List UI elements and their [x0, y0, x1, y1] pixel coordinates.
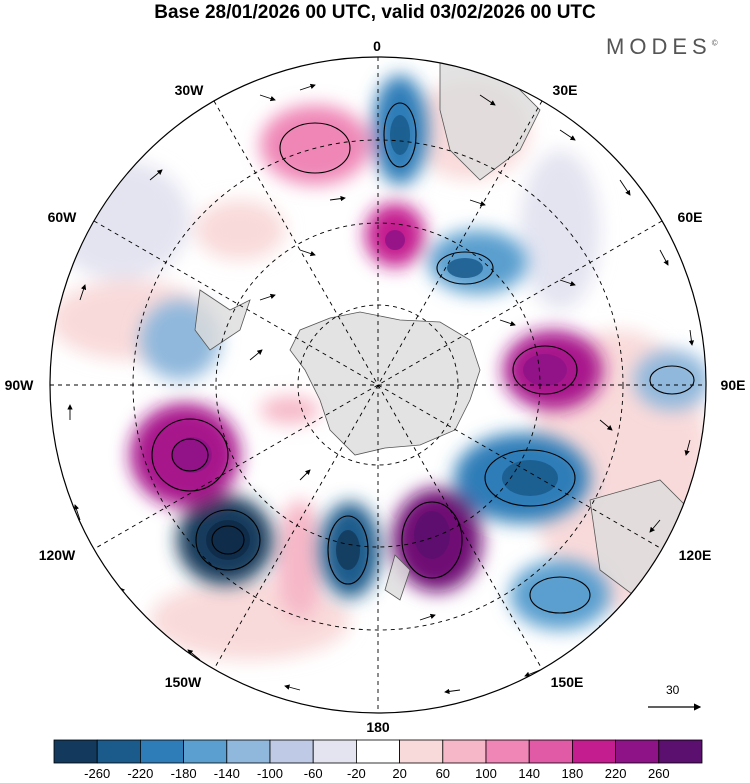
wind-vectors [67, 83, 695, 695]
colorbar-swatch [312, 739, 357, 764]
colorbar-swatch [183, 739, 228, 764]
colorbar-tick-label: -100 [256, 766, 284, 781]
colorbar-tick-label: 60 [435, 766, 451, 781]
anomaly-positive-top-left [260, 105, 370, 185]
label-lon-0: 0 [373, 38, 381, 54]
colorbar-swatch [355, 739, 400, 764]
label-lon-60e: 60E [678, 209, 703, 225]
colorbar-tick-label: 100 [475, 766, 497, 781]
colorbar-swatch [139, 739, 184, 764]
anomaly-negative-bottom-right [510, 560, 610, 630]
modes-logo: MODES© [606, 34, 718, 60]
south-america [194, 289, 251, 351]
antarctica [289, 311, 481, 456]
colorbar-swatch [226, 739, 271, 764]
label-lon-30e: 30E [553, 82, 578, 98]
colorbar-tick-label: 260 [647, 766, 670, 781]
new-zealand [384, 554, 411, 601]
label-lon-150w: 150W [165, 674, 202, 690]
map-disc [50, 57, 706, 713]
colorbar-labels: -260 -220 -180 -140 -100 -60 -20 20 60 100 140 180 2… [0, 766, 750, 783]
colorbar-tick-label: -20 [346, 766, 366, 781]
colorbar-swatch [528, 739, 573, 764]
map-title: Base 28/01/2026 00 UTC, valid 03/02/2026… [154, 2, 596, 23]
colorbar-tick-label: -180 [170, 766, 197, 781]
colorbar-swatch [96, 739, 141, 764]
colorbar-tick-label: -260 [84, 766, 111, 781]
brand-name: MODES [606, 34, 712, 59]
streamlines [151, 102, 695, 614]
land-masses [194, 59, 701, 601]
colorbar-tick-label: 20 [392, 766, 407, 781]
label-lon-90w: 90W [5, 377, 35, 393]
colorbar-swatch [485, 739, 530, 764]
longitude-labels: 0 30E 60E 90E 120E 150E 180 150W 120W 90… [5, 38, 746, 735]
label-lon-150e: 150E [551, 674, 584, 690]
colorbar-tick-label: -140 [213, 766, 240, 781]
label-lon-120e: 120E [679, 547, 712, 563]
colorbar-tick-label: -220 [127, 766, 154, 781]
reference-vector-label: 30 [666, 683, 680, 697]
colorbar-swatch [572, 739, 617, 764]
colorbar-swatch [615, 739, 660, 764]
label-lon-30w: 30W [175, 82, 205, 98]
label-lon-90e: 90E [721, 377, 746, 393]
colorbar-tick-label: 140 [518, 766, 541, 781]
colorbar-swatch [399, 739, 444, 764]
anomaly-negative-far-right [634, 350, 706, 410]
colorbar [53, 739, 703, 764]
label-lon-60w: 60W [48, 209, 78, 225]
colorbar-swatch [269, 739, 314, 764]
colorbar-tick-label: -60 [303, 766, 323, 781]
colorbar-swatch [53, 739, 98, 764]
label-lon-180: 180 [366, 719, 390, 735]
colorbar-tick-label: 220 [604, 766, 627, 781]
colorbar-tick-label: 180 [561, 766, 584, 781]
label-lon-120w: 120W [39, 547, 76, 563]
brand-mark: © [711, 38, 718, 48]
colorbar-swatch [658, 739, 703, 764]
colorbar-swatch [442, 739, 487, 764]
map-boundary [49, 56, 707, 714]
